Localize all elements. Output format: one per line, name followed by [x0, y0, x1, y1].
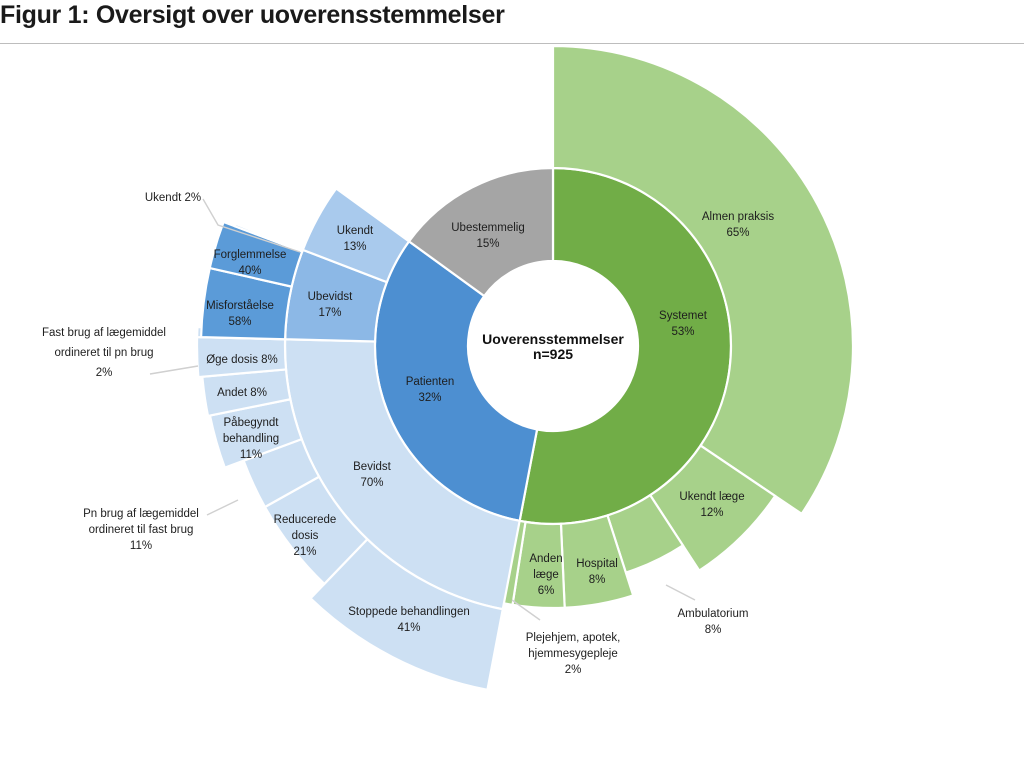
label-paabegyndt: Påbegyndt behandling 11%: [223, 417, 279, 461]
leader-pn-fast: [206, 499, 239, 516]
label-misforstaaelse: Misforståelse 58%: [206, 300, 274, 328]
segment-ukendt-patient: [301, 186, 411, 284]
label-ubevidst: Ubevidst 17%: [308, 291, 354, 319]
label-systemet: Systemet 53%: [659, 310, 708, 338]
label-ubestemmelig: Ubestemmelig 15%: [451, 222, 525, 250]
label-andet: Andet 8%: [217, 387, 267, 399]
label-pn-fast: Pn brug af lægemiddel ordineret til fast …: [83, 508, 199, 552]
label-plejehjem: Plejehjem, apotek, hjemmesygepleje 2%: [526, 632, 621, 676]
segment-ukendt-ubevidst: [233, 222, 305, 253]
label-bevidst: Bevidst 70%: [353, 461, 392, 489]
label-fast-pn: Fast brug af lægemiddel ordineret til pn …: [42, 327, 166, 379]
label-patienten: Patienten 32%: [406, 376, 455, 404]
segment-almen-praksis: [551, 44, 855, 516]
leader-fast-pn: [149, 365, 199, 375]
label-anden-laege: Anden læge 6%: [529, 553, 562, 597]
title-divider: [0, 43, 1024, 44]
label-ukendt-patient: Ukendt 13%: [337, 225, 374, 253]
leader-plejehjem: [511, 599, 541, 621]
leader-ambulatorium: [665, 584, 696, 601]
figure-title: Figur 1: Oversigt over uoverensstemmelse…: [0, 1, 505, 29]
label-forglemmelse: Forglemmelse 40%: [214, 249, 287, 277]
label-oege: Øge dosis 8%: [206, 354, 278, 366]
label-almen-praksis: Almen praksis 65%: [702, 211, 774, 239]
label-ukendt-2: Ukendt 2%: [145, 192, 201, 204]
leader-ukendt-2: [202, 198, 301, 253]
segment-ubestemmelig: [407, 166, 555, 298]
label-ukendt-laege: Ukendt læge 12%: [679, 491, 744, 519]
label-stoppede: Stoppede behandlingen 41%: [348, 606, 470, 634]
label-hospital: Hospital 8%: [576, 558, 618, 586]
center-title: Uoverensstemmelser: [482, 331, 624, 347]
center-hole: [469, 262, 637, 430]
label-ambulatorium: Ambulatorium 8%: [678, 608, 749, 636]
label-reducerede: Reducerede dosis 21%: [274, 514, 337, 558]
center-subtitle: n=925: [533, 346, 573, 362]
